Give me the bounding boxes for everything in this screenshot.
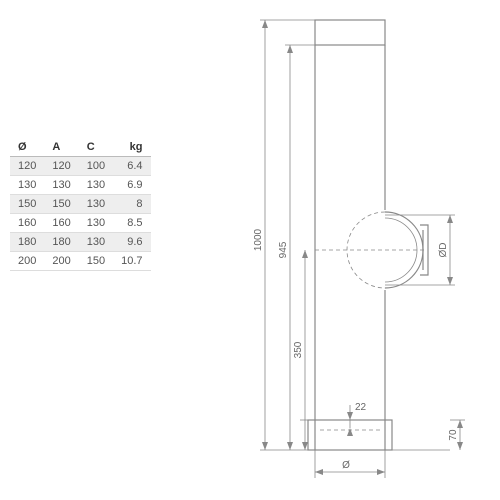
technical-drawing: 1000 945 350 (220, 10, 490, 490)
dim-1000: 1000 (253, 228, 264, 251)
dim-350: 350 (293, 341, 304, 358)
table-row: 1301301306.9 (10, 176, 151, 195)
col-kg: kg (113, 138, 150, 157)
spec-table: Ø A C kg 1201201006.41301301306.91501501… (10, 138, 151, 271)
dim-70: 70 (448, 429, 459, 441)
table-row: 1601601308.5 (10, 214, 151, 233)
dim-od: ØD (438, 243, 449, 258)
dim-22: 22 (355, 402, 367, 413)
col-a: A (44, 138, 78, 157)
dim-945: 945 (278, 241, 289, 258)
table-row: 20020015010.7 (10, 252, 151, 271)
col-c: C (79, 138, 113, 157)
dim-dia: Ø (342, 460, 350, 471)
table-row: 1201201006.4 (10, 157, 151, 176)
col-dia: Ø (10, 138, 44, 157)
table-row: 1801801309.6 (10, 233, 151, 252)
table-row: 1501501308 (10, 195, 151, 214)
